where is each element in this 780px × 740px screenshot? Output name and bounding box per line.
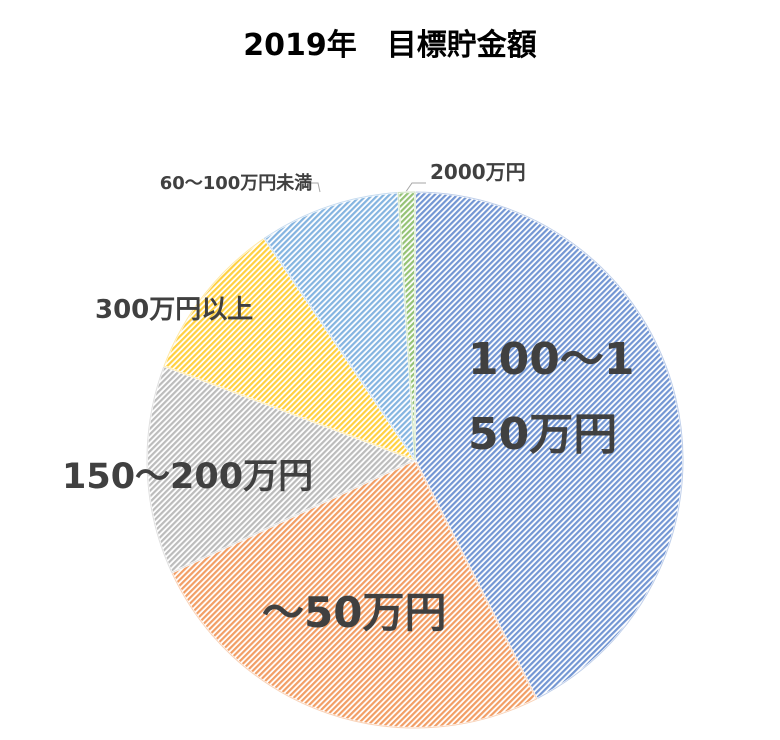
pie-slice — [414, 190, 684, 701]
chart-title: 2019年 目標貯金額 — [243, 28, 537, 63]
slice-label: 100～150万円 — [468, 334, 635, 460]
slice-label: 60～100万円未満 — [159, 173, 313, 194]
pie-slice — [170, 458, 539, 729]
leader-line — [404, 182, 426, 194]
slice-label: ～50万円 — [262, 588, 447, 637]
pie-slice — [262, 191, 417, 464]
slice-label: 150～200万円 — [62, 457, 314, 497]
slice-label: 300万円以上 — [95, 295, 254, 325]
pie-slice — [146, 364, 418, 574]
pie-slice — [397, 190, 416, 461]
slice-label: 2000万円 — [430, 160, 526, 184]
leader-line — [308, 182, 321, 193]
pie-slice — [162, 236, 418, 463]
